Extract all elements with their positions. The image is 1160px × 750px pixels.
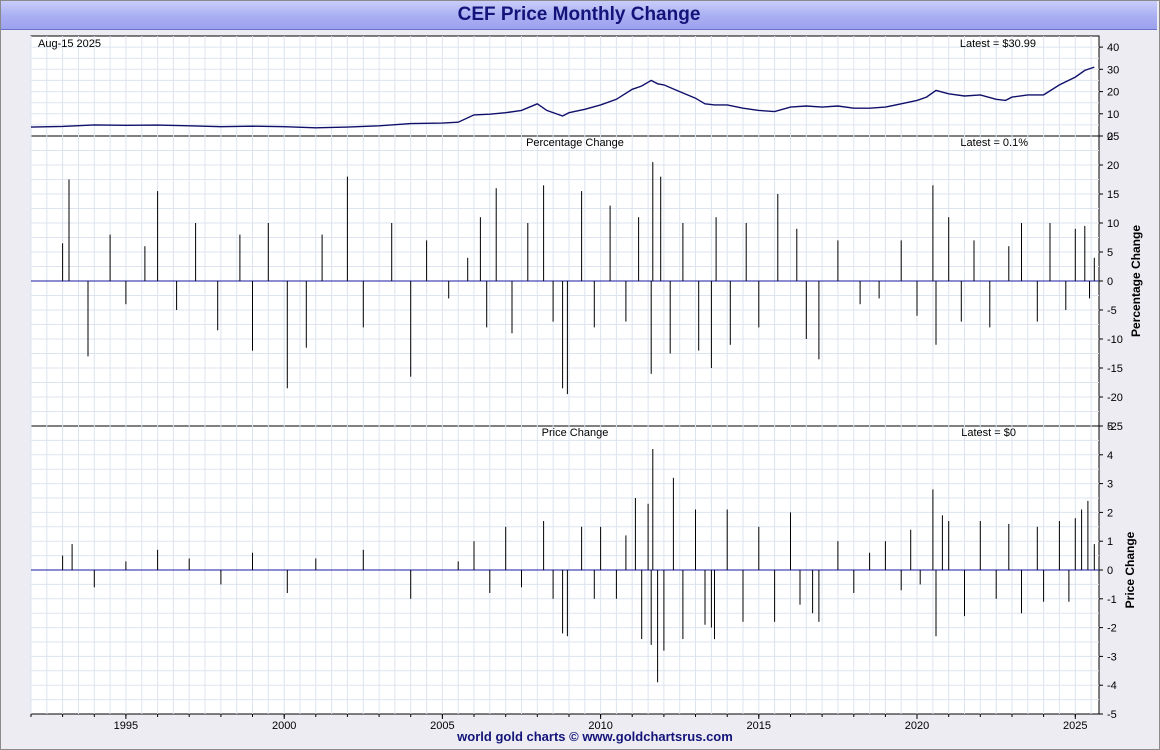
y-tick-label: -25	[1107, 421, 1123, 433]
price-change-panel-title: Price Change	[542, 427, 609, 439]
price-change-latest-label: Latest = $0	[961, 427, 1016, 439]
price-latest-label: Latest = $30.99	[960, 38, 1036, 50]
x-tick-label: 1995	[114, 720, 138, 732]
price-change-bars	[62, 449, 1095, 683]
x-tick-label: 2020	[905, 720, 929, 732]
price-series-line	[30, 66, 1095, 129]
y-tick-label: -3	[1107, 651, 1117, 663]
x-tick-label: 2010	[588, 720, 612, 732]
y-tick-label: 15	[1107, 189, 1119, 201]
y-tick-label: 0	[1107, 276, 1113, 288]
y-tick-label: -20	[1107, 392, 1123, 404]
y-tick-label: 3	[1107, 479, 1113, 491]
percentage-latest-label: Latest = 0.1%	[960, 137, 1028, 149]
y-tick-label: -5	[1107, 709, 1117, 721]
y-tick-label: -10	[1107, 334, 1123, 346]
y-tick-label: 4	[1107, 450, 1113, 462]
y-tick-label: 30	[1107, 64, 1119, 76]
y-tick-label: -4	[1107, 680, 1117, 692]
y-tick-label: 2	[1107, 507, 1113, 519]
x-tick-label: 2015	[747, 720, 771, 732]
percentage-panel-title: Percentage Change	[526, 137, 624, 149]
y-tick-label: -5	[1107, 305, 1117, 317]
percentage-bars	[62, 162, 1095, 395]
y-tick-label: -15	[1107, 363, 1123, 375]
footer-credit: world gold charts © www.goldchartsrus.co…	[457, 729, 733, 744]
price-panel	[30, 35, 1100, 137]
y-tick-label: 20	[1107, 160, 1119, 172]
zero-lines	[31, 280, 1099, 571]
x-tick-label: 2000	[272, 720, 296, 732]
x-axis-ticks: 1995 2000 2005 2010 2015 2020 2025	[30, 714, 1088, 732]
date-label: Aug-15 2025	[38, 38, 101, 50]
y-tick-label: -1	[1107, 594, 1117, 606]
y-tick-label: -2	[1107, 623, 1117, 635]
y-tick-label: 20	[1107, 87, 1119, 99]
y-tick-label: 10	[1107, 218, 1119, 230]
percentage-axis-label: Percentage Change	[1129, 225, 1143, 337]
y-tick-label: 5	[1107, 421, 1113, 433]
y-tick-label: 0	[1107, 131, 1113, 143]
x-tick-label: 2025	[1063, 720, 1087, 732]
y-axis-ticks: 010203040-25-20-15-10-50510152025-5-4-3-…	[1099, 42, 1123, 721]
y-tick-label: 0	[1107, 565, 1113, 577]
chart-title: CEF Price Monthly Change	[1, 1, 1157, 30]
y-tick-label: 10	[1107, 109, 1119, 121]
y-tick-label: 25	[1107, 131, 1119, 143]
y-tick-label: 40	[1107, 42, 1119, 54]
price-change-axis-label: Price Change	[1123, 531, 1137, 608]
x-tick-label: 2005	[430, 720, 454, 732]
y-tick-label: 5	[1107, 247, 1113, 259]
y-tick-label: 1	[1107, 536, 1113, 548]
